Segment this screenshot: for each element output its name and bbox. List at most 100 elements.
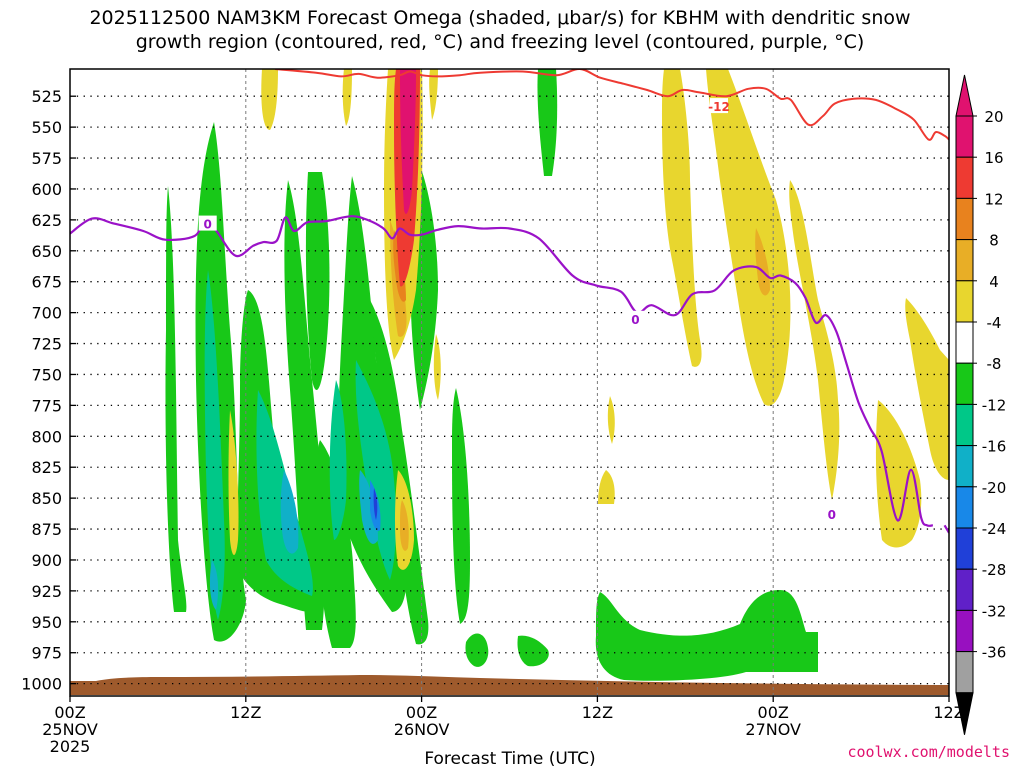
colorbar-label-7: -12 [982,396,1007,414]
y-tick-label-925: 925 [31,582,62,601]
colorbar-label-13: -36 [982,644,1007,662]
omega-region-yellow-d [429,69,438,120]
colorbar-label-10: -24 [982,520,1007,538]
colorbar-label-5: -4 [987,314,1002,332]
y-tick-label-1000: 1000 [21,675,62,694]
y-tick-label-675: 675 [31,273,62,292]
omega-region-yellow-l [789,180,840,500]
dendritic-label: -12 [708,100,730,114]
omega-region-magenta [400,69,416,214]
omega-region-green-k [537,69,558,176]
omega-region-cyan-c [355,360,397,580]
chart-title-line1: 2025112500 NAM3KM Forecast Omega (shaded… [89,7,910,29]
contour-labels: 0 0 0 -12 [198,98,841,522]
colorbar: 20 16 12 8 4 -4 -8 -12 -16 -20 -24 -28 -32 -36 [955,74,1007,735]
x-tick-label-36-0: 12Z [582,703,613,722]
y-tick-label-525: 525 [31,87,62,106]
colorbar-bottom-arrow [955,692,974,735]
y-tick-label-975: 975 [31,644,62,663]
omega-region-yellow-h [607,396,615,444]
x-axis-title: Forecast Time (UTC) [424,749,595,768]
omega-shading [165,69,949,681]
freezing-label-a-bg [198,215,217,231]
omega-region-teal-a [280,470,299,554]
x-tick-label-48-1: 27NOV [745,720,801,739]
dendritic-growth-contour [275,69,949,141]
y-tick-label-650: 650 [31,242,62,261]
omega-region-yellow-a [261,69,278,130]
colorbar-swatch-3 [955,239,974,282]
omega-region-green-j [452,388,470,624]
y-tick-label-825: 825 [31,458,62,477]
x-tick-label-0-2: 2025 [50,737,91,756]
colorbar-label-3: 8 [989,232,999,250]
colorbar-swatch-2 [955,197,974,241]
y-tick-label-700: 700 [31,304,62,323]
y-tick-label-875: 875 [31,520,62,539]
omega-region-yellow-e [228,410,239,555]
omega-region-teal-b [209,560,219,610]
x-tick-label-60-0: 12Z [933,703,964,722]
freezing-label-b: 0 [631,313,639,327]
colorbar-swatch-7 [955,403,974,447]
omega-region-yellow-k [706,69,791,406]
omega-region-green-d [284,180,325,630]
y-tick-label-550: 550 [31,118,62,137]
y-tick-label-900: 900 [31,551,62,570]
omega-region-green-c [237,290,320,612]
colorbar-swatch-0 [955,115,974,158]
y-tick-label-575: 575 [31,149,62,168]
y-tick-label-775: 775 [31,396,62,415]
colorbar-swatch-11 [955,568,974,611]
y-tick-label-625: 625 [31,211,62,230]
colorbar-label-8: -16 [982,438,1007,456]
x-tick-label-24-1: 26NOV [394,720,450,739]
freezing-level-contour [70,215,934,527]
colorbar-swatch-13 [955,651,974,694]
colorbar-label-4: 4 [989,273,999,291]
chart-title-line2: growth region (contoured, red, °C) and f… [136,31,865,53]
colorbar-label-1: 16 [984,149,1003,167]
colorbar-swatch-1 [955,156,974,199]
colorbar-swatch-6 [955,362,974,405]
omega-region-yellow-b [342,69,352,126]
colorbar-swatch-9 [955,486,974,529]
omega-region-green-m [517,635,549,667]
omega-region-green-a [165,186,187,612]
grid-lines [70,69,949,696]
colorbar-label-12: -32 [982,602,1007,620]
y-tick-label-750: 750 [31,365,62,384]
omega-region-green-n [595,590,818,681]
freezing-label-c-bg [822,506,841,522]
freezing-label-a: 0 [204,218,212,232]
omega-region-yellow-f [433,334,441,400]
colorbar-swatch-8 [955,445,974,488]
omega-region-orange-b [755,228,770,296]
y-axis-pressure: 525 550 575 600 625 650 675 700 725 750 775 800 825 8… [21,87,76,694]
dendritic-label-bg [709,98,728,114]
y-tick-label-950: 950 [31,613,62,632]
colorbar-swatch-10 [955,527,974,570]
colorbar-label-9: -20 [982,479,1007,497]
omega-region-green-e [305,172,330,390]
omega-region-yellow-i [598,470,615,504]
y-tick-label-800: 800 [31,427,62,446]
x-tick-label-0-1: 25NOV [42,720,98,739]
x-tick-label-24-0: 00Z [406,703,437,722]
x-tick-label-48-0: 00Z [758,703,789,722]
colorbar-label-2: 12 [984,190,1003,208]
colorbar-label-0: 20 [984,108,1003,126]
omega-region-orange-c [400,500,409,551]
y-tick-label-725: 725 [31,335,62,354]
omega-region-teal-c [359,470,378,544]
colorbar-swatch-12 [955,609,974,653]
omega-region-green-l [465,633,489,667]
freezing-label-b-bg [626,310,645,326]
freezing-label-c: 0 [828,508,836,522]
omega-region-blue-b [373,488,378,520]
y-tick-label-600: 600 [31,180,62,199]
colorbar-swatch-4 [955,280,974,323]
omega-region-cyan-d [329,380,347,540]
